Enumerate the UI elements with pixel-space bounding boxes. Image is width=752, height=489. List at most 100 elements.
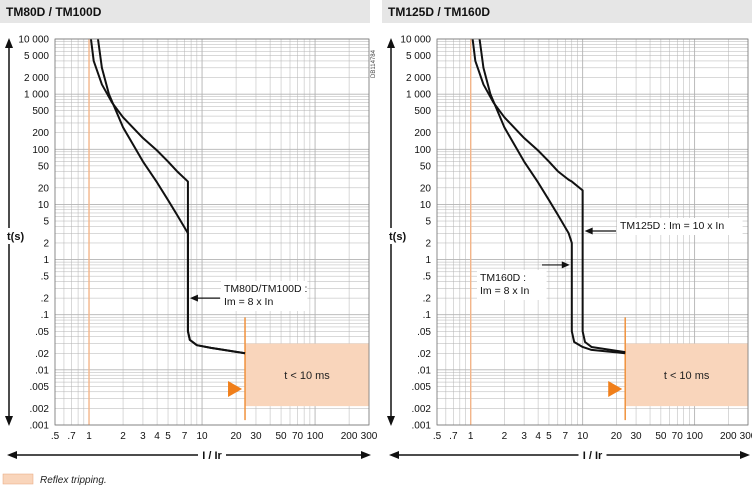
x-tick-label: 4 (154, 431, 160, 442)
reflex-marker-icon (608, 380, 623, 397)
y-tick-label: .5 (41, 272, 50, 283)
y-axis-label: t(s) (389, 231, 406, 243)
y-tick-label: 50 (38, 161, 50, 172)
y-tick-label: .05 (35, 327, 49, 338)
annotation-arrowhead-icon (189, 294, 198, 302)
x-tick-label: 1 (86, 431, 92, 442)
y-label-backdrop (390, 228, 412, 244)
y-tick-label: 20 (38, 183, 50, 194)
x-tick-label: 5 (165, 431, 171, 442)
x-arrow-left-icon (389, 451, 399, 459)
y-tick-label: 2 000 (406, 73, 431, 84)
x-label-backdrop (578, 447, 607, 463)
annotation-text: TM125D : Im = 10 x In (620, 220, 724, 232)
x-tick-label: 70 (292, 431, 304, 442)
y-tick-label: 500 (32, 106, 49, 117)
y-tick-label: .2 (423, 294, 432, 305)
reflex-tripping-zone (625, 343, 748, 407)
x-tick-label: 10 (196, 431, 208, 442)
y-tick-label: 100 (414, 145, 431, 156)
x-tick-label: 100 (686, 431, 703, 442)
y-tick-label: 1 000 (406, 90, 431, 101)
side-code: DB114784 (371, 49, 377, 78)
reflex-tripping-zone (245, 343, 369, 407)
annotation-text: Im = 8 x In (224, 296, 273, 308)
y-axis-label: t(s) (7, 231, 24, 243)
y-tick-label: .002 (30, 404, 50, 415)
annotation-arrowhead-icon (561, 261, 570, 269)
x-tick-label: .7 (67, 431, 76, 442)
x-tick-label: 200 (720, 431, 737, 442)
annotation-backdrop (221, 281, 308, 311)
y-tick-label: .05 (417, 327, 431, 338)
plot-frame (436, 38, 749, 426)
y-arrow-down-icon (387, 416, 395, 426)
plot-frame (54, 38, 370, 426)
y-tick-label: 2 (43, 238, 49, 249)
trip-curve-2 (478, 38, 626, 355)
x-tick-label: .5 (51, 431, 60, 442)
x-tick-label: .7 (449, 431, 458, 442)
chart-title: TM125D / TM160D (388, 5, 490, 19)
y-tick-label: .1 (41, 310, 50, 321)
trip-curve-2 (96, 38, 246, 355)
chart-panel-1: TM80D / TM100D t < 10 ms 10 000 5 000 2 000 1… (0, 0, 378, 463)
x-tick-label: 2 (120, 431, 126, 442)
x-tick-label: 100 (307, 431, 324, 442)
y-tick-label: .001 (30, 421, 50, 432)
y-tick-label: 50 (420, 161, 432, 172)
y-tick-label: 200 (414, 128, 431, 139)
y-tick-label: 2 (425, 238, 431, 249)
reflex-marker-icon (228, 380, 243, 397)
x-tick-label: 70 (672, 431, 684, 442)
y-tick-label: .2 (41, 294, 50, 305)
annotation-1-1: TM80D/TM100D :Im = 8 x In (189, 281, 308, 311)
trip-curve-1 (471, 38, 626, 354)
y-tick-label: 10 (420, 200, 432, 211)
x-axis-label: I / Ir (583, 450, 603, 462)
annotation-2-1: TM125D : Im = 10 x In (584, 218, 743, 235)
x-tick-label: 50 (275, 431, 287, 442)
annotation-text: TM80D/TM100D : (224, 283, 307, 295)
y-tick-label: .01 (417, 365, 431, 376)
y-tick-label: 10 000 (18, 35, 49, 46)
y-tick-label: 5 000 (24, 51, 49, 62)
y-tick-label: 2 000 (24, 73, 49, 84)
y-tick-label: .005 (30, 382, 50, 393)
y-arrow-down-icon (5, 416, 13, 426)
x-tick-label: 30 (250, 431, 262, 442)
x-tick-label: 300 (361, 431, 378, 442)
x-tick-label: 200 (341, 431, 358, 442)
chart-header-bar (0, 0, 370, 23)
x-tick-label: 50 (655, 431, 667, 442)
annotation-backdrop (617, 218, 743, 235)
x-tick-label: 4 (535, 431, 541, 442)
y-tick-label: 1 (43, 255, 49, 266)
annotation-backdrop (477, 270, 547, 300)
y-tick-label: .1 (423, 310, 432, 321)
x-tick-label: 5 (546, 431, 552, 442)
y-tick-label: 10 (38, 200, 50, 211)
annotation-2-2: TM160D :Im = 8 x In (477, 261, 570, 300)
annotation-text: TM160D : (480, 272, 526, 284)
chart-grid (54, 38, 370, 426)
y-arrow-up-icon (387, 38, 395, 48)
x-tick-label: 300 (740, 431, 752, 442)
chart-title: TM80D / TM100D (6, 5, 102, 19)
annotation-text: Im = 8 x In (480, 285, 529, 297)
x-tick-label: 7 (563, 431, 569, 442)
y-tick-label: .5 (423, 272, 432, 283)
x-tick-label: 7 (182, 431, 188, 442)
x-tick-label: 20 (611, 431, 623, 442)
zone-label: t < 10 ms (664, 370, 710, 382)
y-tick-label: .001 (412, 421, 432, 432)
y-tick-label: 5 (425, 217, 431, 228)
y-tick-label: 5 000 (406, 51, 431, 62)
y-tick-label: .005 (412, 382, 432, 393)
y-tick-label: .02 (35, 349, 49, 360)
x-tick-label: 1 (468, 431, 474, 442)
x-axis-label: I / Ir (202, 450, 222, 462)
x-tick-label: 10 (577, 431, 589, 442)
x-tick-label: 3 (140, 431, 146, 442)
